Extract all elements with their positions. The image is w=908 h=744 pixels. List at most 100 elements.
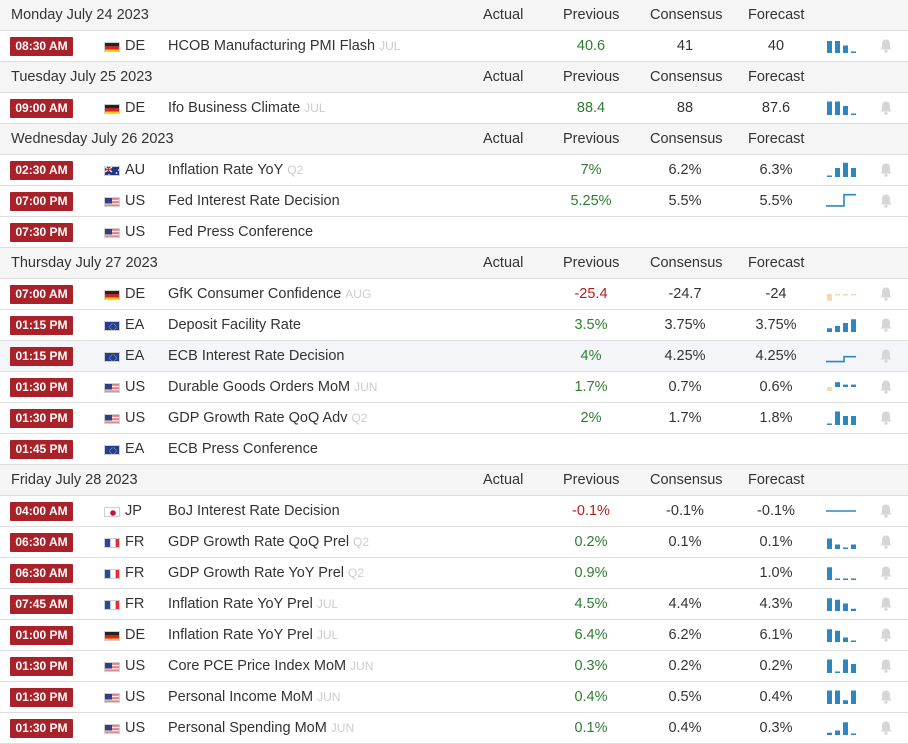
event-row[interactable]: 01:30 PM US Personal Income MoM JUN 0.4% 0.5%… (0, 682, 908, 713)
sparkline-chart[interactable] (825, 99, 857, 117)
sparkline-chart[interactable] (825, 37, 857, 55)
sparkline-chart[interactable] (825, 378, 857, 396)
sparkline-chart[interactable] (825, 285, 857, 303)
event-title[interactable]: Inflation Rate YoY Prel (168, 596, 313, 612)
bell-icon[interactable] (879, 348, 893, 364)
sparkline-chart[interactable] (825, 626, 857, 644)
bell-icon[interactable] (879, 534, 893, 550)
event-name[interactable]: Inflation Rate YoY Prel JUL (168, 589, 338, 619)
event-title[interactable]: ECB Interest Rate Decision (168, 348, 345, 364)
bell-icon[interactable] (879, 379, 893, 395)
flag-fr-icon (104, 569, 120, 579)
country-code: US (125, 658, 146, 674)
sparkline-chart[interactable] (825, 316, 857, 334)
bell-icon[interactable] (879, 627, 893, 643)
bell-icon[interactable] (879, 317, 893, 333)
sparkline-chart[interactable] (825, 719, 857, 737)
sparkline-chart[interactable] (825, 502, 857, 520)
event-row[interactable]: 07:00 PM US Fed Interest Rate Decision 5.25… (0, 186, 908, 217)
country-code: DE (125, 627, 146, 643)
event-name[interactable]: Fed Press Conference (168, 217, 313, 247)
event-title[interactable]: Personal Spending MoM (168, 720, 327, 736)
event-name[interactable]: Inflation Rate YoY Q2 (168, 155, 303, 185)
event-name[interactable]: Deposit Facility Rate (168, 310, 301, 340)
event-name[interactable]: Durable Goods Orders MoM JUN (168, 372, 377, 402)
sparkline-chart[interactable] (825, 409, 857, 427)
event-row[interactable]: 01:30 PM US Durable Goods Orders MoM JUN 1.7… (0, 372, 908, 403)
event-row[interactable]: 01:15 PM EA Deposit Facility Rate 3.5% 3.75%… (0, 310, 908, 341)
event-title[interactable]: HCOB Manufacturing PMI Flash (168, 38, 376, 54)
event-row[interactable]: 02:30 AM AU Inflation Rate YoY Q2 7% 6.2% 6.3% (0, 155, 908, 186)
event-name[interactable]: Fed Interest Rate Decision (168, 186, 340, 216)
event-row[interactable]: 06:30 AM FR GDP Growth Rate QoQ Prel Q2 0.2%… (0, 527, 908, 558)
event-name[interactable]: GDP Growth Rate QoQ Prel Q2 (168, 527, 369, 557)
sparkline-chart[interactable] (825, 657, 857, 675)
event-name[interactable]: GDP Growth Rate YoY Prel Q2 (168, 558, 364, 588)
bell-icon[interactable] (879, 410, 893, 426)
sparkline-chart[interactable] (825, 564, 857, 582)
event-name[interactable]: Ifo Business Climate JUL (168, 93, 326, 123)
event-title[interactable]: GDP Growth Rate QoQ Prel (168, 534, 350, 550)
forecast-value: 1.0% (759, 565, 793, 581)
event-title[interactable]: GDP Growth Rate YoY Prel (168, 565, 344, 581)
event-row[interactable]: 01:30 PM US GDP Growth Rate QoQ Adv Q2 2% 1.7… (0, 403, 908, 434)
consensus-value: 6.2% (668, 162, 702, 178)
sparkline-chart[interactable] (825, 192, 857, 210)
event-name[interactable]: Core PCE Price Index MoM JUN (168, 651, 373, 681)
bell-icon[interactable] (879, 38, 893, 54)
event-title[interactable]: Personal Income MoM (168, 689, 314, 705)
event-name[interactable]: Personal Spending MoM JUN (168, 713, 354, 743)
event-title[interactable]: BoJ Interest Rate Decision (168, 503, 340, 519)
event-title[interactable]: GfK Consumer Confidence (168, 286, 342, 302)
event-row[interactable]: 01:00 PM DE Inflation Rate YoY Prel JUL 6.4%… (0, 620, 908, 651)
sparkline-chart[interactable] (825, 161, 857, 179)
event-row[interactable]: 04:00 AM JP BoJ Interest Rate Decision -0.1… (0, 496, 908, 527)
event-title[interactable]: Inflation Rate YoY Prel (168, 627, 313, 643)
event-name[interactable]: HCOB Manufacturing PMI Flash JUL (168, 31, 400, 61)
event-row[interactable]: 07:00 AM DE GfK Consumer Confidence AUG -25.… (0, 279, 908, 310)
event-title[interactable]: ECB Press Conference (168, 441, 318, 457)
bell-icon[interactable] (879, 658, 893, 674)
sparkline-chart[interactable] (825, 533, 857, 551)
event-row[interactable]: 01:15 PM EA ECB Interest Rate Decision 4% 4.… (0, 341, 908, 372)
event-name[interactable]: ECB Interest Rate Decision (168, 341, 345, 371)
sparkline-bar (835, 411, 840, 425)
event-name[interactable]: ECB Press Conference (168, 434, 318, 464)
event-row[interactable]: 01:30 PM US Core PCE Price Index MoM JUN 0.3… (0, 651, 908, 682)
event-title[interactable]: Durable Goods Orders MoM (168, 379, 351, 395)
country-code: EA (125, 348, 145, 364)
event-title[interactable]: Deposit Facility Rate (168, 317, 301, 333)
event-title[interactable]: Inflation Rate YoY (168, 162, 284, 178)
day-header: Friday July 28 2023 Actual Previous Consens… (0, 465, 908, 496)
event-row[interactable]: 09:00 AM DE Ifo Business Climate JUL 88.4 88 8… (0, 93, 908, 124)
event-row[interactable]: 08:30 AM DE HCOB Manufacturing PMI Flash JU… (0, 31, 908, 62)
event-name[interactable]: GDP Growth Rate QoQ Adv Q2 (168, 403, 367, 433)
event-title[interactable]: Fed Interest Rate Decision (168, 193, 340, 209)
bell-icon[interactable] (879, 596, 893, 612)
sparkline-chart[interactable] (825, 688, 857, 706)
event-title[interactable]: Fed Press Conference (168, 224, 314, 240)
event-title[interactable]: Ifo Business Climate (168, 100, 301, 116)
bell-icon[interactable] (879, 193, 893, 209)
event-row[interactable]: 07:30 PM US Fed Press Conference (0, 217, 908, 248)
bell-icon[interactable] (879, 565, 893, 581)
bell-icon[interactable] (879, 162, 893, 178)
event-title[interactable]: Core PCE Price Index MoM (168, 658, 347, 674)
event-title[interactable]: GDP Growth Rate QoQ Adv (168, 410, 348, 426)
sparkline-chart[interactable] (825, 595, 857, 613)
event-row[interactable]: 06:30 AM FR GDP Growth Rate YoY Prel Q2 0.9%… (0, 558, 908, 589)
event-name[interactable]: Inflation Rate YoY Prel JUL (168, 620, 338, 650)
bell-icon[interactable] (879, 503, 893, 519)
sparkline-chart[interactable] (825, 347, 857, 365)
bell-icon[interactable] (879, 286, 893, 302)
bell-icon[interactable] (879, 720, 893, 736)
day-title: Tuesday July 25 2023 (11, 69, 153, 85)
bell-icon[interactable] (879, 689, 893, 705)
event-name[interactable]: GfK Consumer Confidence AUG (168, 279, 371, 309)
bell-icon[interactable] (879, 100, 893, 116)
event-row[interactable]: 01:30 PM US Personal Spending MoM JUN 0.1% 0.… (0, 713, 908, 744)
event-row[interactable]: 01:45 PM EA ECB Press Conference (0, 434, 908, 465)
event-name[interactable]: BoJ Interest Rate Decision (168, 496, 340, 526)
event-row[interactable]: 07:45 AM FR Inflation Rate YoY Prel JUL 4.5%… (0, 589, 908, 620)
event-name[interactable]: Personal Income MoM JUN (168, 682, 340, 712)
